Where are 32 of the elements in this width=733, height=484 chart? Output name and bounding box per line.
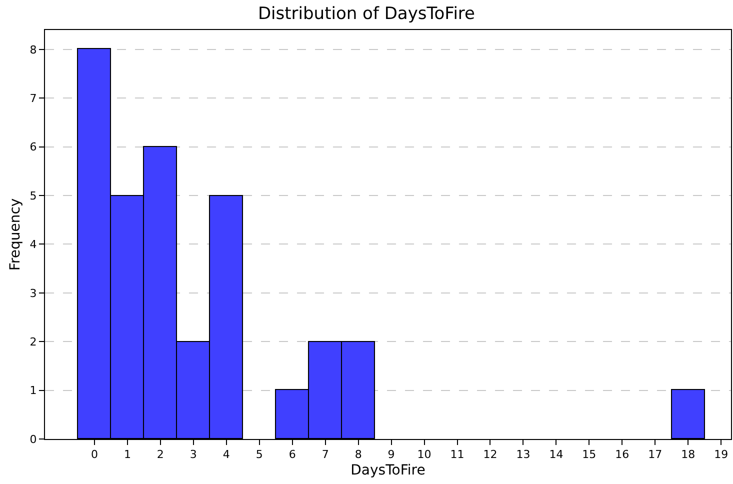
x-tick-label: 18 bbox=[681, 448, 696, 462]
x-tick-label: 17 bbox=[648, 448, 662, 462]
x-tick-label: 15 bbox=[582, 448, 596, 462]
chart-title: Distribution of DaysToFire bbox=[258, 4, 476, 24]
y-tick-label: 6 bbox=[30, 140, 37, 154]
x-tick-label: 12 bbox=[483, 448, 498, 462]
x-tick-label: 0 bbox=[90, 448, 98, 462]
x-axis-title: DaysToFire bbox=[350, 462, 426, 478]
x-tick-label: 9 bbox=[388, 448, 395, 462]
x-tick-label: 2 bbox=[156, 448, 164, 462]
y-tick-label: 1 bbox=[30, 384, 37, 398]
x-tick-label: 16 bbox=[615, 448, 630, 462]
x-tick-label: 8 bbox=[354, 448, 362, 462]
y-tick-label: 8 bbox=[30, 43, 37, 56]
y-tick-label: 4 bbox=[30, 238, 37, 252]
x-tick-label: 4 bbox=[222, 448, 230, 462]
y-tick-label: 0 bbox=[30, 432, 37, 446]
y-tick-label: 2 bbox=[30, 335, 37, 348]
x-tick-label: 1 bbox=[124, 448, 131, 462]
x-tick-label: 14 bbox=[549, 448, 564, 462]
x-tick-label: 7 bbox=[322, 448, 329, 462]
x-tick-label: 5 bbox=[256, 448, 263, 462]
y-tick-label: 5 bbox=[30, 189, 37, 202]
x-tick-label: 3 bbox=[190, 448, 197, 462]
x-tick-label: 6 bbox=[288, 448, 296, 462]
x-tick-label: 11 bbox=[450, 448, 464, 462]
x-tick-label: 10 bbox=[417, 448, 432, 462]
y-tick-label: 3 bbox=[30, 286, 37, 300]
y-axis-title: Frequency bbox=[7, 198, 24, 271]
x-tick-label: 13 bbox=[516, 448, 530, 462]
y-tick-label: 7 bbox=[30, 92, 37, 106]
x-tick-label: 19 bbox=[714, 448, 728, 462]
